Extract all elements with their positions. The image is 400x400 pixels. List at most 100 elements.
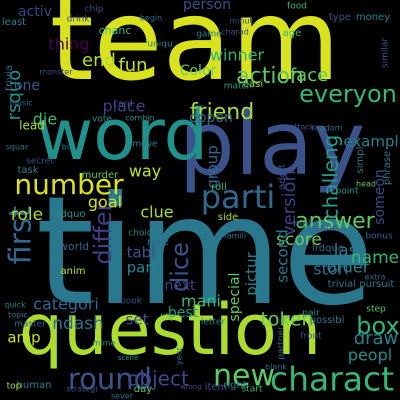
cloud-word-roll: roll xyxy=(211,182,227,193)
cloud-word-number: number xyxy=(14,168,124,201)
cloud-word-race: race xyxy=(147,237,169,248)
cloud-word-play: play xyxy=(179,92,365,195)
cloud-word-squar: squar xyxy=(6,143,29,152)
cloud-word-time: time xyxy=(36,165,375,339)
cloud-word-categori: categori xyxy=(33,295,99,314)
cloud-word-easi: easi xyxy=(243,79,263,90)
cloud-word-uniqu: uniqu xyxy=(147,40,172,50)
cloud-word-move: move xyxy=(132,140,158,150)
cloud-word-head: head xyxy=(356,180,376,189)
cloud-word-goal: goal xyxy=(88,193,122,212)
cloud-word-role: role xyxy=(11,205,43,225)
cloud-word-ndash: ndash xyxy=(52,314,104,334)
cloud-word-start: start xyxy=(242,385,263,395)
cloud-word-charad: charad xyxy=(221,28,249,37)
cloud-word-task: task xyxy=(17,165,38,176)
cloud-word-last: last xyxy=(334,241,365,261)
cloud-word-human: human xyxy=(17,380,52,391)
cloud-word-instruct: instruct xyxy=(309,224,340,233)
cloud-word-vote: vote xyxy=(92,115,112,125)
cloud-word-famili: famili xyxy=(224,232,246,241)
cloud-word-game: game xyxy=(196,30,222,40)
cloud-word-chanc: chanc xyxy=(99,24,132,37)
cloud-word-possibl: possibl xyxy=(310,315,345,326)
cloud-word-new: new xyxy=(213,359,275,394)
cloud-word-word: word xyxy=(36,94,208,176)
cloud-word-night: night xyxy=(293,219,319,230)
cloud-word-minut: minut xyxy=(229,17,252,26)
cloud-word-someon: someon xyxy=(372,169,388,225)
cloud-word-attack: attack xyxy=(289,123,314,132)
cloud-word-lrdquo: lrdquo xyxy=(312,243,344,254)
cloud-word-name: name xyxy=(351,248,399,268)
cloud-word-bonus: bonus xyxy=(365,232,393,242)
cloud-word-day: day xyxy=(134,384,152,395)
cloud-word-team: team xyxy=(50,0,341,106)
cloud-word-color: Color xyxy=(180,63,217,79)
cloud-word-side: side xyxy=(218,212,239,223)
cloud-word-addit: addit xyxy=(277,164,288,190)
cloud-word-type: type xyxy=(329,12,351,23)
cloud-word-stori: stori xyxy=(313,260,348,279)
cloud-word-parti: parti xyxy=(201,178,276,216)
cloud-word-simpl: simpl xyxy=(355,147,366,174)
cloud-word-clue: clue xyxy=(140,203,173,222)
cloud-word-second: second xyxy=(274,229,292,283)
cloud-word-charact: charact xyxy=(270,360,394,399)
cloud-word-oppon: oppon xyxy=(189,110,233,126)
cloud-word-top: top xyxy=(7,382,22,392)
cloud-word-exampl: exampl xyxy=(343,133,398,151)
cloud-word-topic: topic xyxy=(8,311,28,320)
cloud-word-point: point xyxy=(336,187,359,197)
cloud-word-score: score xyxy=(276,230,322,250)
cloud-word-similar: similar xyxy=(381,38,391,68)
cloud-word-right: right xyxy=(223,380,247,391)
cloud-word-card: card xyxy=(113,100,133,110)
cloud-word-everyon: everyon xyxy=(299,80,397,108)
cloud-word-master: master xyxy=(14,320,46,330)
cloud-word-question: question xyxy=(19,289,321,371)
cloud-word-draw: draw xyxy=(354,328,399,349)
cloud-word-pictur: pictur xyxy=(243,251,261,295)
cloud-word-first: first xyxy=(4,205,39,264)
cloud-word-money: money xyxy=(356,12,390,23)
cloud-word-life: life xyxy=(160,314,174,324)
cloud-word-version: version xyxy=(279,170,300,236)
cloud-word-next: next xyxy=(164,278,196,294)
cloud-word-partner: partner xyxy=(277,326,287,360)
cloud-word-lead: lead xyxy=(19,119,45,133)
cloud-word-answer: answer xyxy=(295,209,375,234)
cloud-word-action: action xyxy=(236,64,304,89)
cloud-word-thing: thing xyxy=(48,35,89,54)
cloud-word-year: year xyxy=(175,346,184,365)
cloud-word-choic: choic xyxy=(128,229,152,239)
cloud-word-box: box xyxy=(356,312,399,340)
cloud-word-item: item xyxy=(205,382,228,393)
cloud-word-best: best xyxy=(168,305,199,321)
cloud-word-strategi: strategi xyxy=(67,385,98,394)
cloud-word-quick: quick xyxy=(4,301,26,310)
cloud-word-token: token xyxy=(260,309,313,331)
cloud-word-monster: monster xyxy=(39,68,73,77)
cloud-word-amp: amp xyxy=(7,329,40,347)
cloud-word-activ: activ xyxy=(18,4,52,20)
cloud-word-step: step xyxy=(366,305,386,315)
cloud-word-drink: drink xyxy=(67,15,91,25)
cloud-word-order: order xyxy=(327,258,370,277)
cloud-word-peopl: peopl xyxy=(348,346,392,365)
cloud-word-music: music xyxy=(9,99,33,108)
cloud-word-phrase: phrase xyxy=(382,151,393,185)
cloud-word-trivia: trivia xyxy=(4,65,15,91)
cloud-word-extra: extra xyxy=(365,273,386,282)
cloud-word-one: one xyxy=(14,78,40,94)
cloud-word-mani: mani xyxy=(181,292,221,311)
cloud-word-combin: combin xyxy=(125,114,154,123)
cloud-word-part: part xyxy=(127,259,158,277)
cloud-word-mime: mime xyxy=(93,339,116,348)
cloud-word-chip: chip xyxy=(85,5,104,15)
cloud-word-random: random xyxy=(311,124,342,133)
cloud-word-match: match xyxy=(224,82,252,92)
cloud-word-anim: anim xyxy=(61,266,86,277)
